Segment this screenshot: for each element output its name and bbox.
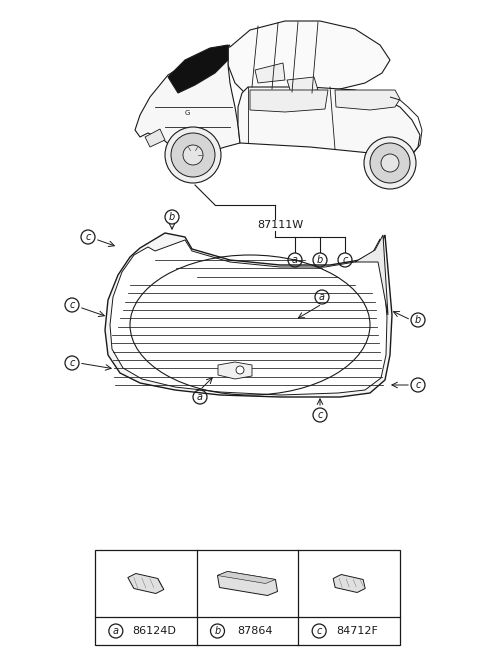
Text: c: c	[316, 626, 322, 636]
Circle shape	[183, 145, 203, 165]
Circle shape	[364, 137, 416, 189]
Polygon shape	[217, 572, 276, 584]
Polygon shape	[145, 129, 165, 147]
Circle shape	[236, 366, 244, 374]
Text: b: b	[317, 255, 323, 265]
Text: 86124D: 86124D	[132, 626, 176, 636]
Bar	[95, 550, 400, 645]
Polygon shape	[218, 362, 252, 379]
Polygon shape	[105, 233, 392, 397]
Text: a: a	[113, 626, 119, 636]
Circle shape	[171, 133, 215, 177]
Polygon shape	[333, 574, 365, 593]
Polygon shape	[128, 574, 164, 593]
Text: c: c	[415, 380, 420, 390]
Text: b: b	[169, 212, 175, 222]
Circle shape	[165, 127, 221, 183]
Text: a: a	[292, 255, 298, 265]
Text: c: c	[342, 255, 348, 265]
Polygon shape	[110, 239, 387, 395]
Circle shape	[381, 154, 399, 172]
Text: 87864: 87864	[238, 626, 273, 636]
Polygon shape	[228, 21, 390, 97]
Polygon shape	[145, 235, 190, 253]
Text: b: b	[415, 315, 421, 325]
Text: c: c	[85, 232, 91, 242]
Text: c: c	[317, 410, 323, 420]
Text: c: c	[69, 300, 75, 310]
Text: G: G	[185, 110, 191, 116]
Polygon shape	[355, 235, 388, 315]
Text: c: c	[69, 358, 75, 368]
Text: 84712F: 84712F	[336, 626, 378, 636]
Polygon shape	[238, 87, 420, 157]
Polygon shape	[335, 90, 400, 110]
Polygon shape	[168, 45, 228, 93]
Text: a: a	[197, 392, 203, 402]
Polygon shape	[135, 45, 240, 155]
Polygon shape	[255, 63, 285, 83]
Circle shape	[370, 143, 410, 183]
Polygon shape	[287, 77, 318, 93]
Polygon shape	[217, 572, 277, 595]
Text: a: a	[319, 292, 325, 302]
Text: 87111W: 87111W	[257, 220, 303, 230]
Polygon shape	[250, 90, 328, 112]
Text: b: b	[215, 626, 221, 636]
